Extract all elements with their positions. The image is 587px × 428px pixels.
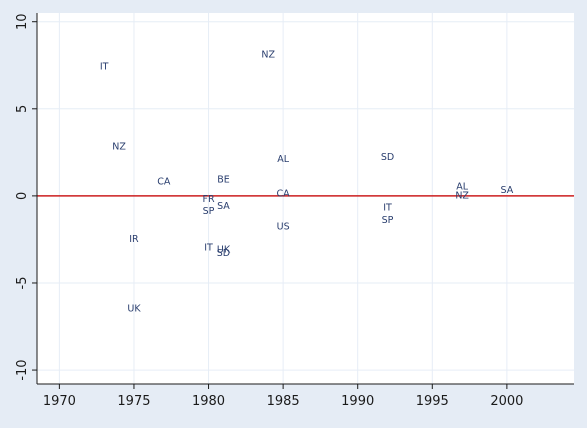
point-label: AL bbox=[456, 182, 468, 193]
plot-area bbox=[37, 13, 574, 384]
point-label: IT bbox=[383, 203, 392, 214]
x-tick-label: 1975 bbox=[117, 394, 150, 409]
point-label: SD bbox=[381, 152, 394, 163]
y-tick-label: -10 bbox=[15, 359, 30, 380]
point-label: FR bbox=[203, 194, 215, 205]
point-label: IR bbox=[129, 234, 139, 245]
point-label: IT bbox=[100, 61, 109, 72]
point-label: CA bbox=[277, 189, 291, 200]
y-tick-label: 5 bbox=[15, 105, 30, 113]
point-label: SD bbox=[217, 248, 230, 259]
point-label: AL bbox=[277, 154, 289, 165]
point-label: SP bbox=[203, 206, 215, 217]
point-label: UK bbox=[127, 304, 141, 315]
point-label: SA bbox=[501, 185, 514, 196]
x-tick-label: 1970 bbox=[43, 394, 76, 409]
axes: -10 -5 0 5 10 1970 1975 1980 1985 1990 1995 2000 bbox=[15, 13, 574, 409]
point-label: NZ bbox=[455, 190, 469, 201]
x-tick-label: 2000 bbox=[490, 394, 523, 409]
point-label: NZ bbox=[112, 142, 126, 153]
y-tick-label: -5 bbox=[15, 276, 30, 289]
x-tick-label: 1995 bbox=[416, 394, 449, 409]
point-label: NZ bbox=[261, 49, 275, 60]
point-label: IT bbox=[204, 243, 213, 254]
y-tick-label: 10 bbox=[15, 13, 30, 30]
x-tick-label: 1990 bbox=[341, 394, 374, 409]
y-tick-label: 0 bbox=[15, 192, 30, 200]
point-label: SA bbox=[217, 201, 230, 212]
point-label: CA bbox=[157, 176, 171, 187]
x-tick-label: 1980 bbox=[192, 394, 225, 409]
point-label: UK bbox=[217, 244, 231, 255]
x-tick-label: 1985 bbox=[267, 394, 300, 409]
point-label: BE bbox=[217, 175, 230, 186]
point-label: SP bbox=[382, 215, 394, 226]
point-label: US bbox=[277, 222, 290, 233]
